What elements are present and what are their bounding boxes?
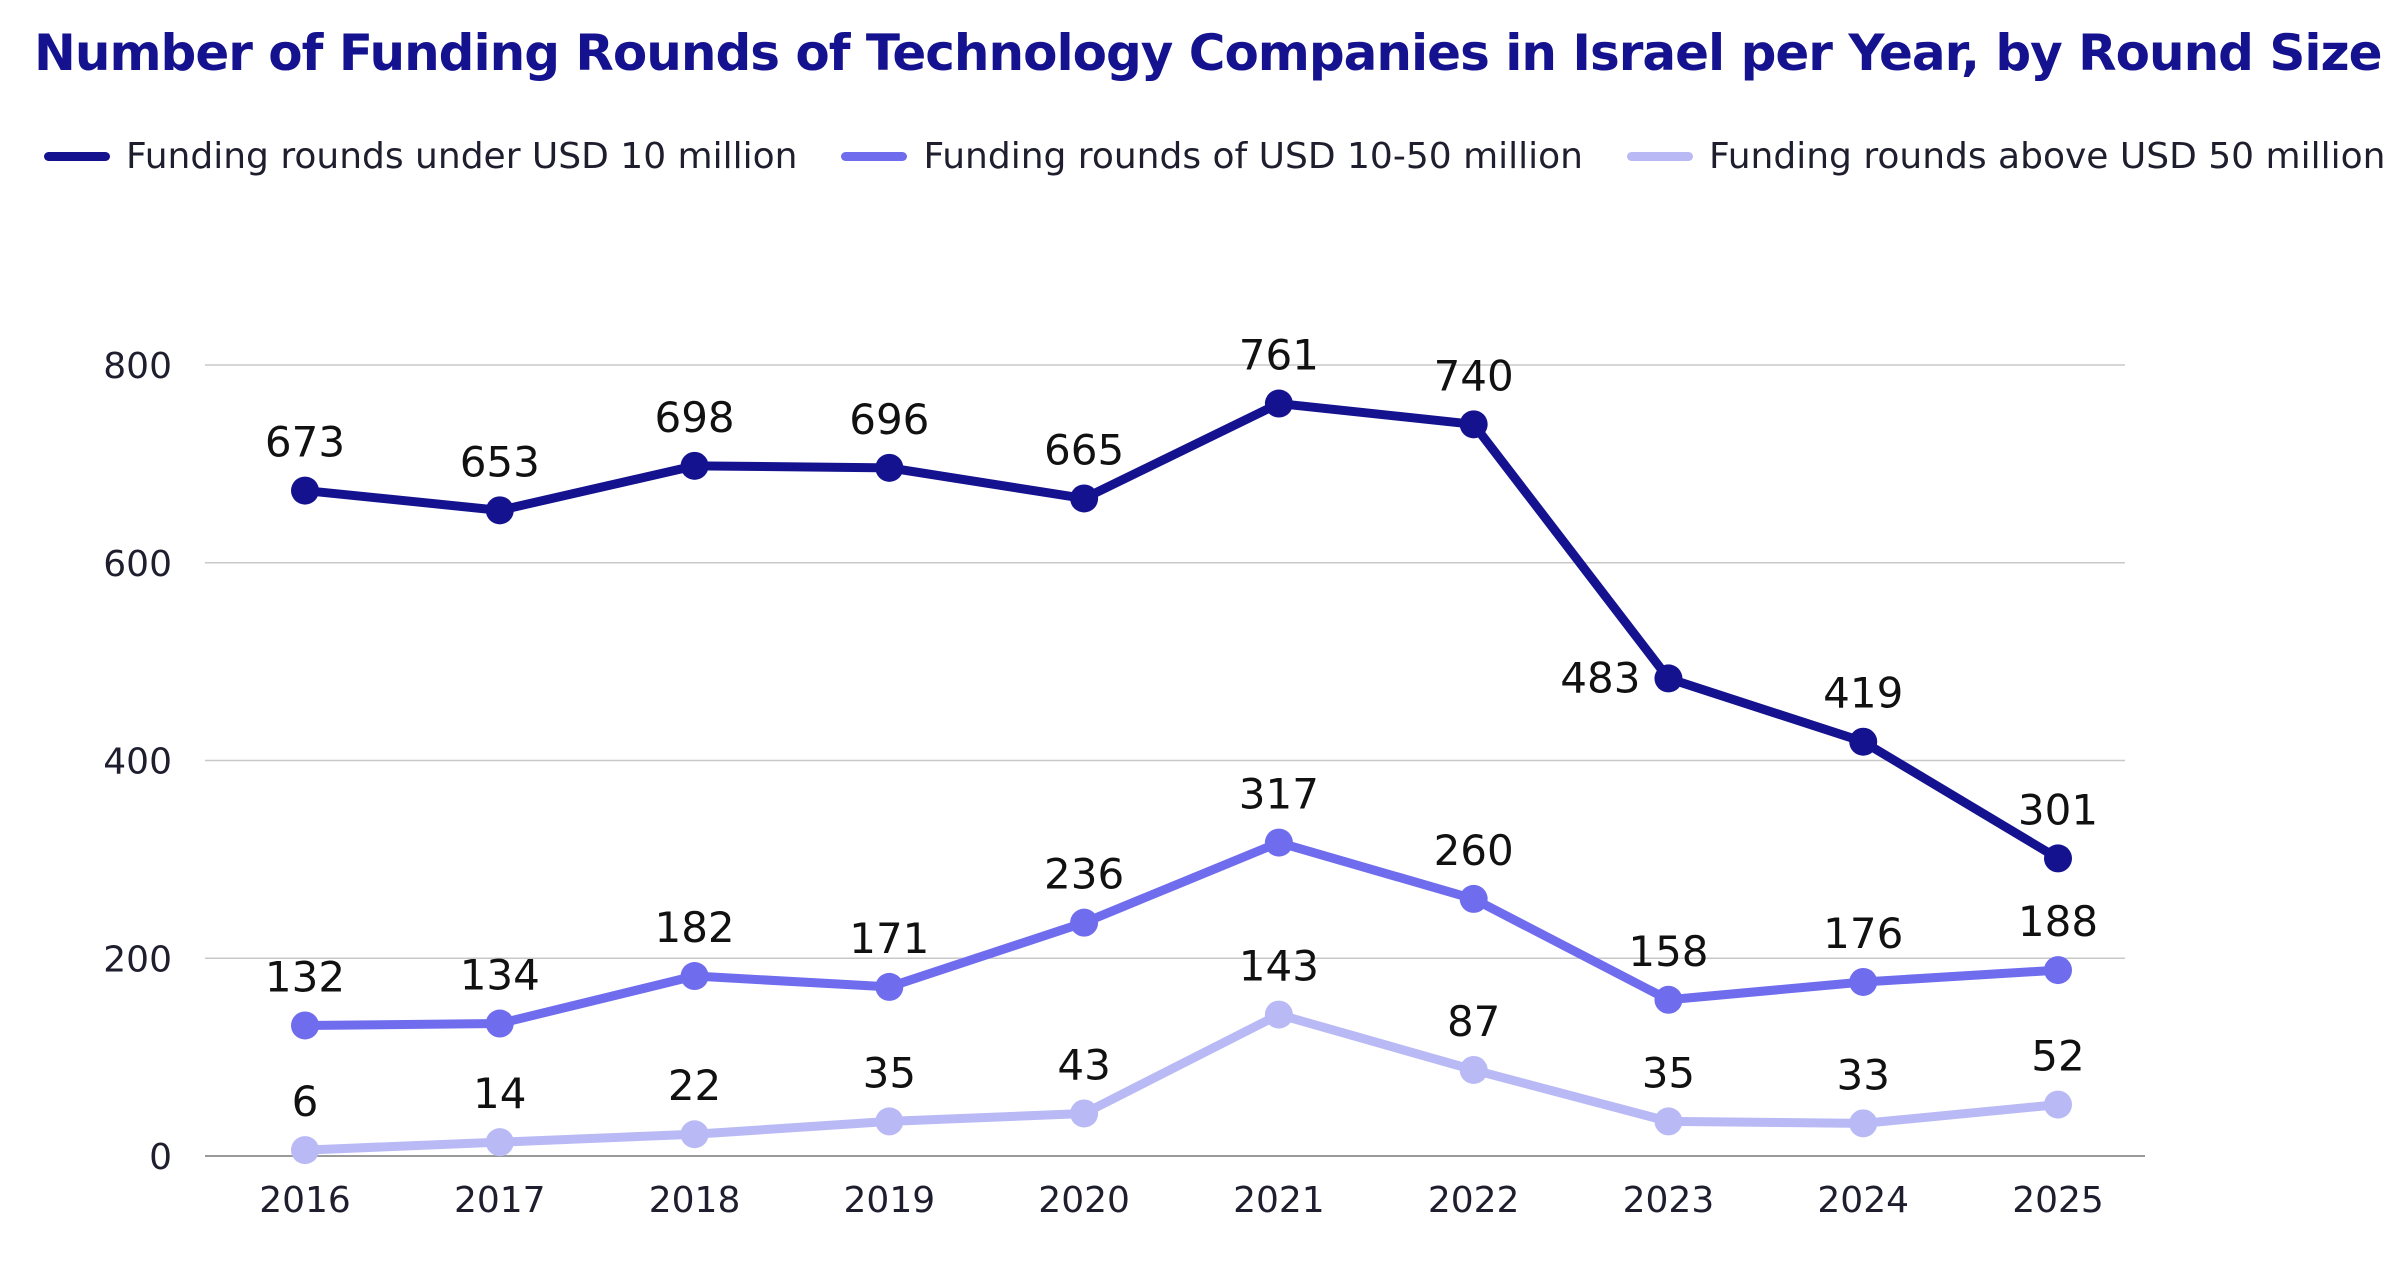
data-label-s2-2023: 35	[1642, 1048, 1695, 1097]
y-tick-label-600: 600	[103, 544, 172, 585]
legend-item-above-50m: Funding rounds above USD 50 million	[1627, 136, 2385, 177]
y-tick-label-800: 800	[103, 346, 172, 387]
data-label-s1-2016: 132	[265, 952, 345, 1001]
data-label-s0-2018: 698	[654, 393, 734, 442]
x-tick-label-2020: 2020	[1038, 1180, 1130, 1221]
series-1-point-2022	[1459, 884, 1488, 913]
series-1-point-2016	[291, 1011, 319, 1040]
data-label-s0-2024: 419	[1823, 669, 1903, 718]
data-label-s1-2019: 171	[849, 914, 929, 963]
legend-swatch-10-50m	[841, 152, 908, 161]
data-label-s0-2020: 665	[1044, 425, 1124, 474]
series-0-point-2017	[485, 496, 514, 525]
y-tick-label-0: 0	[149, 1137, 172, 1178]
data-label-s0-2022: 740	[1434, 351, 1514, 400]
data-label-s2-2025: 52	[2031, 1032, 2084, 1081]
series-2-point-2016	[291, 1136, 319, 1165]
x-tick-label-2024: 2024	[1817, 1180, 1909, 1221]
series-2-point-2023	[1654, 1107, 1683, 1136]
series-1-point-2021	[1264, 828, 1293, 857]
data-label-s2-2024: 33	[1836, 1050, 1889, 1099]
data-label-s2-2018: 22	[668, 1061, 721, 1110]
legend-swatch-under-10m	[44, 152, 110, 161]
x-tick-label-2022: 2022	[1428, 1180, 1520, 1221]
series-0-point-2018	[680, 451, 709, 480]
series-line-2	[300, 1010, 2063, 1155]
y-tick-label-400: 400	[103, 742, 172, 783]
series-1-point-2020	[1070, 908, 1099, 937]
legend-item-under-10m: Funding rounds under USD 10 million	[44, 136, 797, 177]
series-0-point-2016	[291, 476, 319, 505]
series-2-point-2017	[485, 1128, 514, 1157]
series-0-point-2024	[1849, 727, 1878, 756]
series-line-1	[300, 838, 2063, 1030]
data-label-s0-2017: 653	[460, 437, 540, 486]
data-label-s2-2019: 35	[863, 1048, 916, 1097]
legend-item-10-50m: Funding rounds of USD 10-50 million	[841, 136, 1583, 177]
series-2-point-2019	[875, 1107, 904, 1136]
series-2-point-2022	[1459, 1055, 1488, 1084]
series-2-point-2018	[680, 1120, 709, 1149]
x-tick-label-2025: 2025	[2012, 1180, 2104, 1221]
series-2-point-2024	[1849, 1109, 1878, 1138]
data-label-s0-2016: 673	[265, 418, 345, 467]
series-1-point-2019	[875, 972, 904, 1001]
legend-swatch-above-50m	[1627, 152, 1693, 161]
series-2-point-2021	[1264, 1000, 1293, 1029]
series-0-point-2020	[1070, 484, 1099, 513]
series-0-point-2021	[1264, 389, 1293, 418]
data-label-s1-2025: 188	[2018, 897, 2098, 946]
x-tick-label-2018: 2018	[649, 1180, 741, 1221]
data-label-s0-2021: 761	[1239, 331, 1319, 380]
legend-label-under-10m: Funding rounds under USD 10 million	[126, 136, 798, 177]
legend: Funding rounds under USD 10 million Fund…	[44, 136, 2400, 177]
data-label-s2-2017: 14	[473, 1069, 526, 1118]
series-0-point-2025	[2044, 844, 2072, 873]
series-1-point-2018	[680, 962, 709, 991]
series-0-point-2023	[1654, 664, 1683, 693]
data-label-s1-2022: 260	[1434, 826, 1514, 875]
data-label-s0-2019: 696	[849, 395, 929, 444]
data-label-s2-2021: 143	[1239, 942, 1319, 991]
chart-title: Number of Funding Rounds of Technology C…	[34, 24, 2383, 82]
data-label-s1-2017: 134	[460, 951, 540, 1000]
data-label-s2-2022: 87	[1447, 997, 1500, 1046]
data-label-s1-2021: 317	[1239, 770, 1319, 819]
series-1-point-2023	[1654, 985, 1683, 1014]
series-line-0	[300, 399, 2063, 863]
legend-label-above-50m: Funding rounds above USD 50 million	[1709, 136, 2386, 177]
data-label-s2-2016: 6	[292, 1077, 319, 1126]
series-2-point-2020	[1070, 1099, 1099, 1128]
x-tick-label-2016: 2016	[259, 1180, 351, 1221]
x-tick-label-2019: 2019	[844, 1180, 936, 1221]
series-0-point-2022	[1459, 410, 1488, 439]
series-0-point-2019	[875, 453, 904, 482]
data-label-s1-2018: 182	[654, 903, 734, 952]
data-label-s1-2024: 176	[1823, 909, 1903, 958]
series-2-point-2025	[2044, 1090, 2072, 1119]
y-tick-label-200: 200	[103, 939, 172, 980]
data-label-s1-2023: 158	[1628, 927, 1708, 976]
series-1-point-2024	[1849, 967, 1878, 996]
legend-label-10-50m: Funding rounds of USD 10-50 million	[923, 136, 1583, 177]
data-label-s0-2023: 483	[1560, 653, 1640, 702]
x-tick-label-2023: 2023	[1623, 1180, 1715, 1221]
x-tick-label-2021: 2021	[1233, 1180, 1325, 1221]
data-label-s0-2025: 301	[2018, 785, 2098, 834]
x-tick-label-2017: 2017	[454, 1180, 546, 1221]
series-1-point-2017	[485, 1009, 514, 1038]
series-1-point-2025	[2044, 956, 2072, 985]
data-label-s2-2020: 43	[1057, 1040, 1110, 1089]
data-label-s1-2020: 236	[1044, 850, 1124, 899]
